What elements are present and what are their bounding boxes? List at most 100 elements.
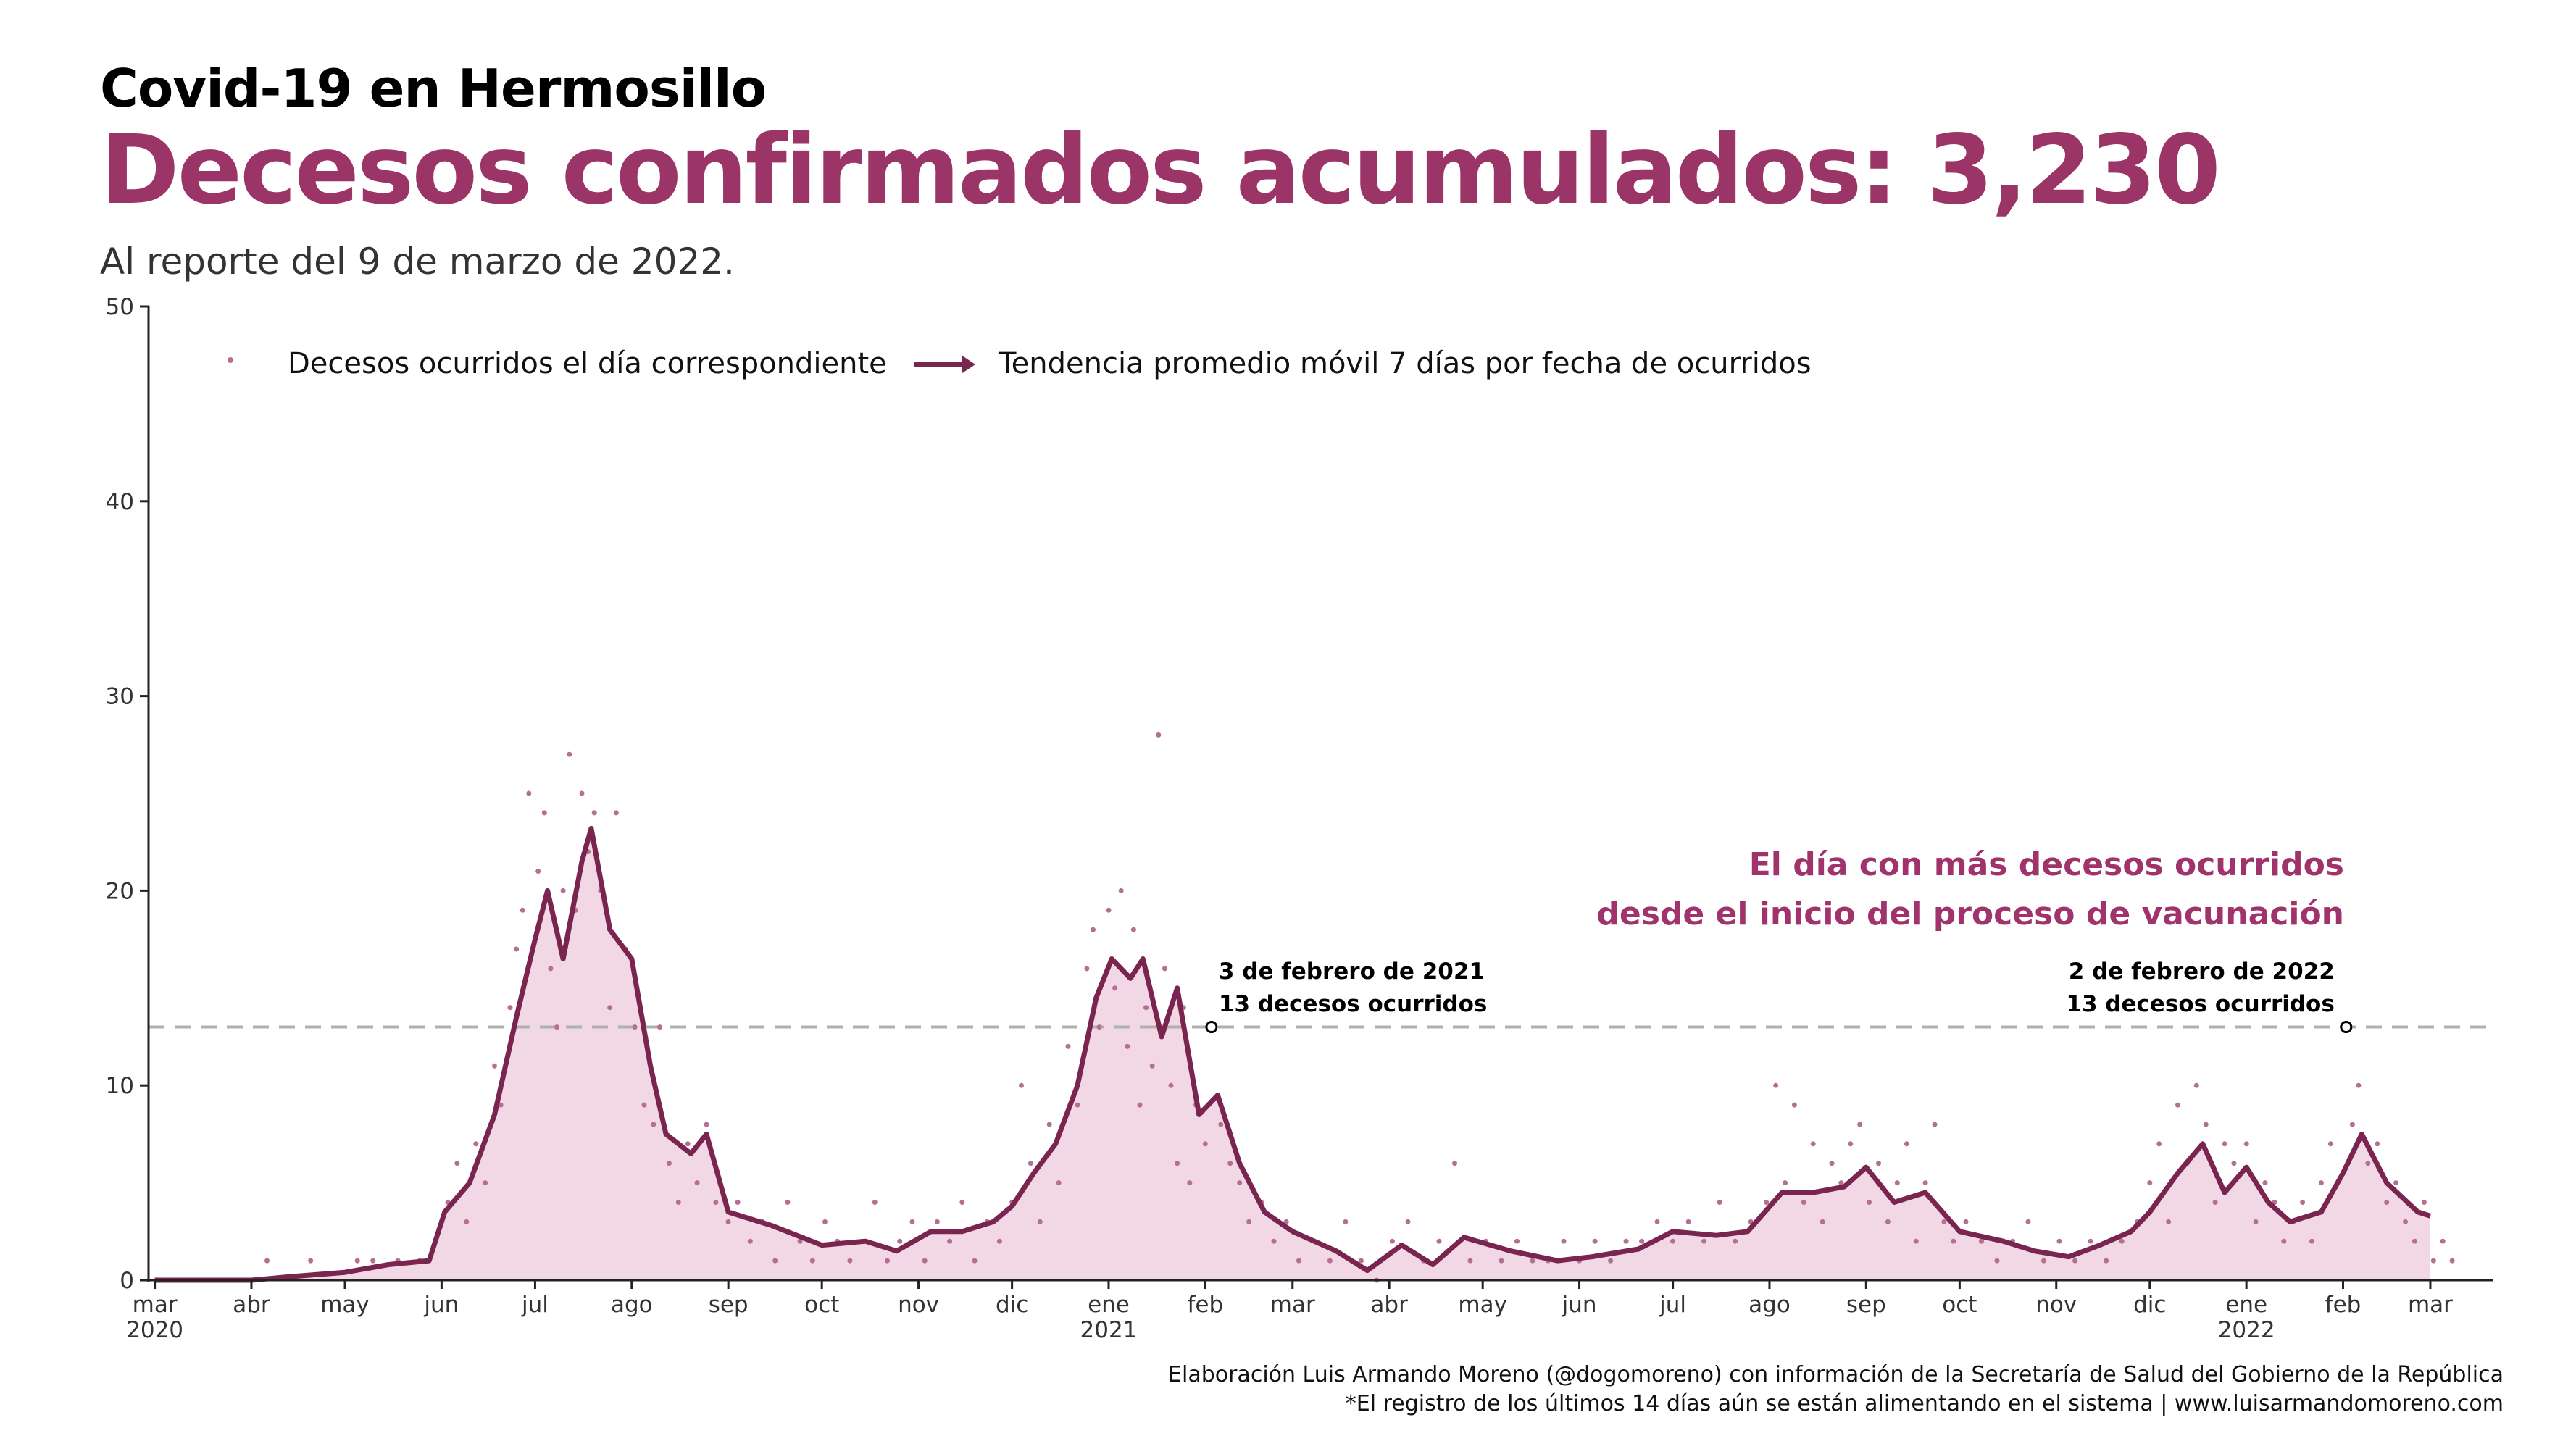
daily-death-point — [2262, 1180, 2268, 1186]
daily-death-point — [1963, 1219, 1969, 1224]
y-tick-label: 30 — [106, 684, 134, 710]
daily-death-point — [1941, 1219, 1947, 1224]
x-tick-year-label: 2022 — [2218, 1317, 2275, 1343]
daily-death-point — [2412, 1238, 2417, 1244]
daily-death-point — [1922, 1180, 1928, 1186]
daily-death-point — [1913, 1238, 1919, 1244]
daily-death-point — [2281, 1238, 2287, 1244]
daily-death-point — [747, 1238, 753, 1244]
daily-death-point — [1829, 1161, 1835, 1166]
daily-death-point — [1810, 1141, 1816, 1147]
daily-death-point — [541, 810, 547, 816]
daily-death-point — [1838, 1180, 1844, 1186]
daily-death-point — [785, 1200, 791, 1205]
daily-death-point — [1685, 1219, 1691, 1224]
daily-death-point — [1701, 1238, 1707, 1244]
daily-death-point — [1499, 1258, 1504, 1264]
footer-credit: Elaboración Luis Armando Moreno (@dogomo… — [1168, 1362, 2504, 1387]
daily-death-point — [872, 1200, 878, 1205]
daily-death-point — [1112, 985, 1118, 991]
daily-death-point — [947, 1238, 953, 1244]
headline: Decesos confirmados acumulados: 3,230 — [100, 114, 2221, 226]
daily-death-point — [1801, 1200, 1806, 1205]
daily-death-point — [2243, 1141, 2249, 1147]
daily-death-point — [1137, 1102, 1143, 1108]
x-tick-label: nov — [898, 1292, 939, 1318]
x-tick-label: oct — [804, 1292, 839, 1318]
x-tick-label: jul — [521, 1292, 549, 1318]
daily-death-point — [1608, 1258, 1614, 1264]
daily-death-point — [1820, 1219, 1825, 1224]
daily-death-point — [1246, 1219, 1252, 1224]
daily-death-point — [607, 1005, 613, 1011]
daily-death-point — [1271, 1238, 1277, 1244]
daily-death-point — [2253, 1219, 2259, 1224]
y-tick-label: 40 — [106, 489, 134, 515]
daily-death-point — [492, 1063, 497, 1069]
daily-death-point — [809, 1258, 815, 1264]
daily-death-point — [2384, 1200, 2390, 1205]
daily-death-point — [308, 1258, 314, 1264]
daily-death-point — [2147, 1180, 2153, 1186]
daily-death-point — [370, 1258, 376, 1264]
x-tick-label: ago — [1748, 1292, 1791, 1318]
daily-death-point — [2072, 1258, 2078, 1264]
daily-death-point — [507, 1005, 513, 1011]
daily-death-point — [1654, 1219, 1660, 1224]
daily-death-point — [554, 1024, 559, 1030]
daily-death-point — [2365, 1161, 2371, 1166]
x-tick-label: jul — [1659, 1292, 1686, 1318]
daily-death-point — [1773, 1082, 1779, 1088]
daily-death-point — [1149, 1063, 1155, 1069]
daily-death-point — [1932, 1122, 1938, 1127]
daily-death-point — [2088, 1238, 2093, 1244]
daily-death-point — [1791, 1102, 1797, 1108]
daily-death-point — [2119, 1238, 2125, 1244]
daily-death-point — [1118, 888, 1124, 893]
x-tick-year-label: 2021 — [1080, 1317, 1138, 1343]
daily-death-point — [1951, 1238, 1956, 1244]
daily-death-point — [2300, 1200, 2306, 1205]
daily-death-point — [483, 1180, 488, 1186]
daily-death-point — [2440, 1238, 2446, 1244]
daily-death-point — [1227, 1161, 1233, 1166]
daily-death-point — [520, 907, 525, 913]
daily-death-point — [1885, 1219, 1891, 1224]
daily-death-point — [885, 1258, 890, 1264]
daily-death-point — [797, 1238, 803, 1244]
x-tick-label: dic — [2133, 1292, 2166, 1318]
daily-death-point — [1075, 1102, 1080, 1108]
daily-death-point — [822, 1219, 828, 1224]
daily-death-point — [847, 1258, 853, 1264]
daily-death-point — [2318, 1180, 2324, 1186]
y-tick-label: 50 — [106, 294, 134, 320]
daily-death-point — [1130, 927, 1136, 932]
legend-points-label: Decesos ocurridos el día correspondiente — [288, 347, 887, 380]
daily-death-point — [666, 1161, 672, 1166]
daily-death-point — [725, 1219, 731, 1224]
daily-death-point — [1530, 1258, 1535, 1264]
daily-death-point — [1156, 732, 1162, 738]
daily-death-point — [2175, 1102, 2180, 1108]
daily-death-point — [2430, 1258, 2436, 1264]
x-tick-label: abr — [233, 1292, 270, 1318]
trend-line — [154, 825, 2432, 1283]
daily-death-point — [2309, 1238, 2314, 1244]
x-tick-label: abr — [1370, 1292, 1408, 1318]
daily-death-point — [996, 1238, 1002, 1244]
x-tick-label: nov — [2035, 1292, 2077, 1318]
daily-death-point — [1904, 1141, 1909, 1147]
daily-death-point — [972, 1258, 978, 1264]
x-tick-label: feb — [1187, 1292, 1223, 1318]
highlight-text: desde el inicio del proceso de vacunació… — [1596, 895, 2344, 932]
daily-death-point — [1343, 1219, 1349, 1224]
daily-death-point — [1084, 966, 1090, 972]
daily-death-point — [1358, 1258, 1364, 1264]
x-tick-label: sep — [709, 1292, 749, 1318]
daily-death-point — [454, 1161, 460, 1166]
daily-death-point — [514, 946, 520, 952]
daily-death-point — [1592, 1238, 1598, 1244]
daily-death-point — [613, 810, 619, 816]
daily-death-point — [1202, 1141, 1208, 1147]
daily-death-point — [2166, 1219, 2172, 1224]
